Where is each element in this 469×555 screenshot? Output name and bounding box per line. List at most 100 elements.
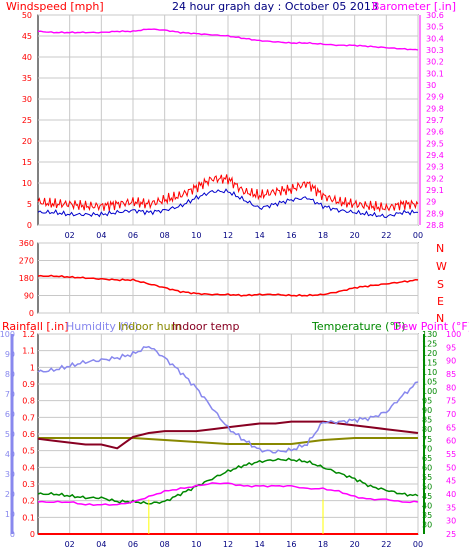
temp-y-tick-label: 80 (422, 425, 432, 434)
wind-y-tick-label: 35 (22, 74, 32, 83)
dew-y-tick-label: 75 (446, 397, 456, 406)
grid-lines (38, 14, 419, 535)
x-tick-label: 06 (128, 231, 138, 240)
wind-y-tick-label: 15 (22, 158, 32, 167)
barometer-label: Barometer [.in] (372, 0, 456, 13)
dew-y-tick-label: 85 (446, 370, 456, 379)
x-tick-label: 14 (255, 231, 265, 240)
dir-y-tick-label: 90 (24, 292, 34, 301)
temp-y-tick-label: 120 (422, 349, 437, 358)
x-tick-label: 10 (191, 540, 201, 549)
hum-y-tick-label: 0 (10, 530, 15, 539)
indoor-temp-label: Indoor temp (172, 320, 239, 333)
rain-y-tick-label: 0.4 (22, 463, 35, 472)
temp-y-tick-label: 85 (422, 416, 432, 425)
rainfall-label: Rainfall [.in] (2, 320, 69, 333)
rain-y-tick-label: 0.6 (22, 430, 35, 439)
temp-y-tick-label: 130 (422, 330, 437, 339)
dew-y-tick-label: 30 (446, 517, 456, 526)
dewpoint-line (37, 482, 419, 506)
dir-y-tick-label: 360 (19, 239, 34, 248)
rain-y-tick-label: 0.2 (22, 497, 35, 506)
humidity-line (37, 345, 419, 454)
wind-y-tick-label: 5 (27, 200, 32, 209)
chart-lines (37, 28, 419, 535)
rain-y-tick-label: 0.5 (22, 447, 35, 456)
baro-y-tick-label: 29.5 (426, 139, 444, 148)
baro-y-tick-label: 29.6 (426, 128, 444, 137)
x-tick-label: 06 (128, 540, 138, 549)
x-tick-label: 04 (96, 231, 106, 240)
x-tick-label: 04 (96, 540, 106, 549)
axes: 0202040406060808101012121414161618182020… (0, 11, 461, 549)
x-tick-label: 16 (286, 540, 296, 549)
dew-y-tick-label: 55 (446, 450, 456, 459)
temp-y-tick-label: 100 (422, 387, 437, 396)
baro-y-tick-label: 30.4 (426, 34, 444, 43)
x-tick-label: 10 (191, 231, 201, 240)
baro-y-tick-label: 29.1 (426, 186, 444, 195)
baro-y-tick-label: 29.8 (426, 104, 444, 113)
dew-y-tick-label: 90 (446, 357, 456, 366)
dew-y-tick-label: 40 (446, 490, 456, 499)
hum-y-tick-label: 90 (5, 350, 15, 359)
dewpoint-label: Dew Point (°F) (393, 320, 469, 333)
hum-y-tick-label: 40 (5, 450, 15, 459)
baro-y-tick-label: 30.2 (426, 58, 444, 67)
wind-y-tick-label: 10 (22, 179, 32, 188)
dew-y-tick-label: 80 (446, 383, 456, 392)
baro-y-tick-label: 30.1 (426, 69, 444, 78)
dew-y-tick-label: 35 (446, 503, 456, 512)
humidity-label: Humidity (%) (66, 320, 138, 333)
wind-y-tick-label: 20 (22, 137, 32, 146)
hum-y-tick-label: 100 (0, 330, 15, 339)
baro-y-tick-label: 30.5 (426, 23, 444, 32)
x-tick-label: 12 (223, 540, 233, 549)
x-tick-label: 20 (350, 231, 360, 240)
dir-y-tick-label: 180 (19, 274, 34, 283)
dew-y-tick-label: 50 (446, 463, 456, 472)
hum-y-tick-label: 80 (5, 370, 15, 379)
wind-y-tick-label: 50 (22, 11, 32, 20)
baro-y-tick-label: 30.6 (426, 11, 444, 20)
dir-y-tick-label: 270 (19, 257, 34, 266)
hum-y-tick-label: 30 (5, 470, 15, 479)
rain-y-tick-label: 0.1 (22, 513, 35, 522)
dew-y-tick-label: 100 (446, 330, 461, 339)
temp-y-tick-label: 110 (422, 368, 437, 377)
x-tick-label: 08 (160, 231, 170, 240)
temp-y-tick-label: 45 (422, 492, 432, 501)
temperature-label: Temperature (°F) (311, 320, 406, 333)
hum-y-tick-label: 10 (5, 510, 15, 519)
indoor-hum-line (38, 437, 418, 445)
temp-y-tick-label: 30 (422, 520, 432, 529)
chart-title: 24 hour graph day : October 05 2013 (172, 0, 378, 13)
x-tick-label: 18 (318, 540, 328, 549)
x-tick-label: 22 (381, 540, 391, 549)
rain-y-tick-label: 1.2 (22, 330, 35, 339)
wind-y-tick-label: 45 (22, 32, 32, 41)
rain-y-tick-label: 0 (30, 530, 35, 539)
compass-n-top: N (436, 242, 444, 255)
baro-y-tick-label: 30.3 (426, 46, 444, 55)
wind-y-tick-label: 25 (22, 116, 32, 125)
x-tick-label: 16 (286, 231, 296, 240)
x-tick-label: 20 (350, 540, 360, 549)
temp-y-tick-label: 55 (422, 473, 432, 482)
baro-y-tick-label: 30 (426, 81, 436, 90)
baro-y-tick-label: 28.8 (426, 221, 444, 230)
rain-y-tick-label: 1.1 (22, 347, 35, 356)
wind-gust-line (37, 174, 419, 213)
baro-y-tick-label: 29.9 (426, 93, 444, 102)
wind-y-tick-label: 40 (22, 53, 32, 62)
baro-y-tick-label: 28.9 (426, 209, 444, 218)
baro-y-tick-label: 29.4 (426, 151, 444, 160)
temp-y-tick-label: 60 (422, 463, 432, 472)
dew-y-tick-label: 95 (446, 343, 456, 352)
dew-y-tick-label: 25 (446, 530, 456, 539)
rain-y-tick-label: 1 (30, 363, 35, 372)
temperature-line (37, 457, 419, 505)
temp-y-tick-label: 65 (422, 454, 432, 463)
compass-e: E (437, 295, 444, 308)
